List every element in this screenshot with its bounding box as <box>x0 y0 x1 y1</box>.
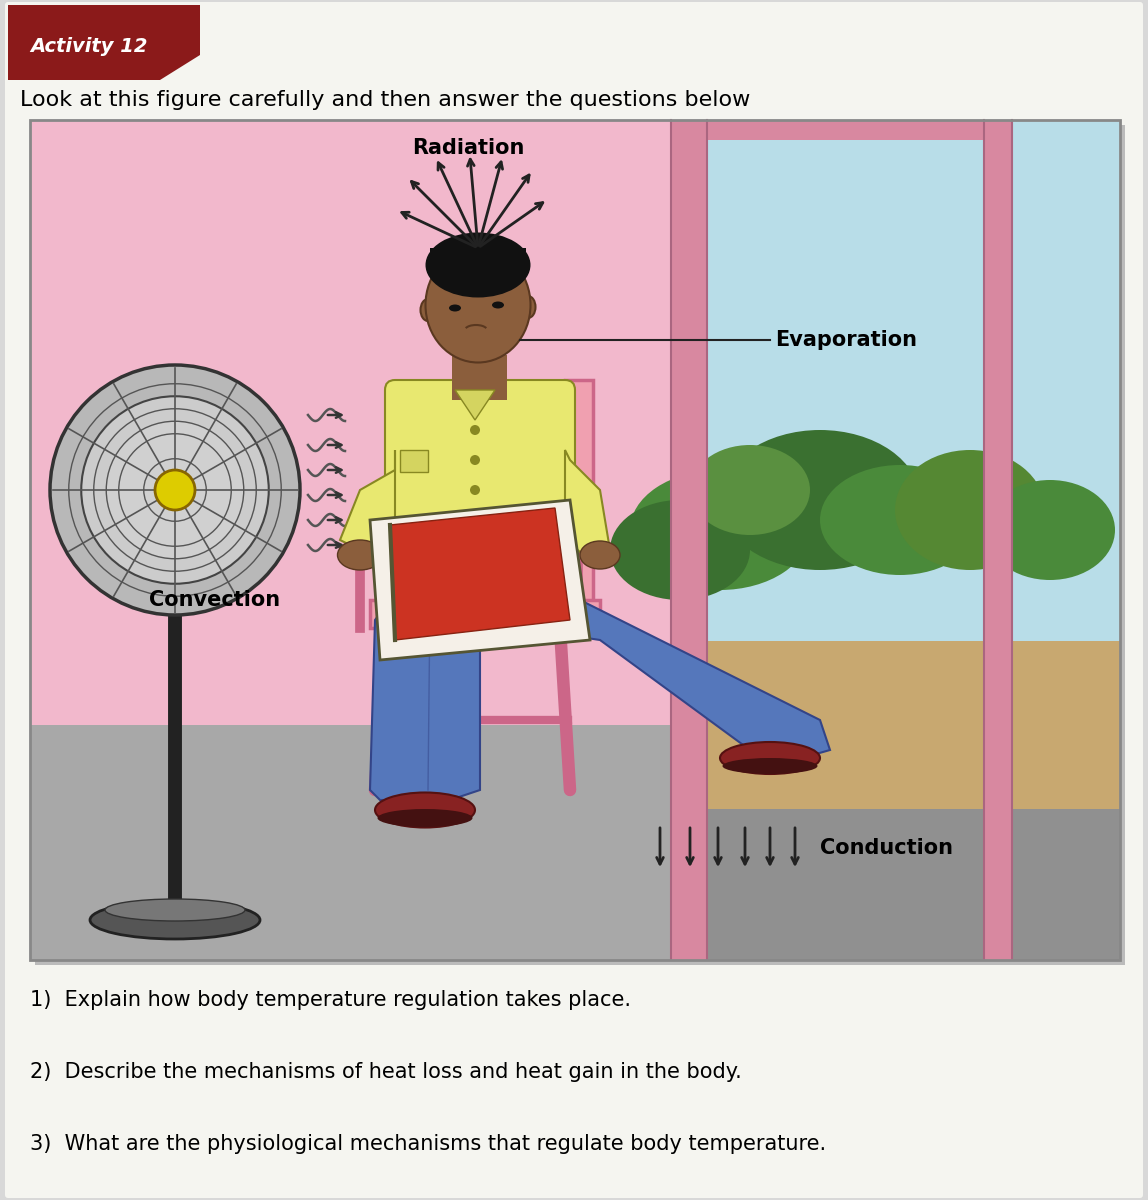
Ellipse shape <box>610 500 750 600</box>
Ellipse shape <box>722 758 817 774</box>
Bar <box>452 355 507 400</box>
Polygon shape <box>370 500 590 660</box>
Bar <box>430 248 526 278</box>
Polygon shape <box>490 600 830 770</box>
Text: 3)  What are the physiological mechanisms that regulate body temperature.: 3) What are the physiological mechanisms… <box>30 1134 827 1154</box>
Text: Conduction: Conduction <box>820 838 953 858</box>
Ellipse shape <box>630 470 810 590</box>
Text: Look at this figure carefully and then answer the questions below: Look at this figure carefully and then a… <box>20 90 751 110</box>
Bar <box>672 120 707 960</box>
Ellipse shape <box>820 464 980 575</box>
FancyBboxPatch shape <box>385 380 575 610</box>
Bar <box>346 530 385 544</box>
Bar <box>30 120 1120 960</box>
Circle shape <box>470 485 480 494</box>
Bar <box>984 120 1011 960</box>
FancyBboxPatch shape <box>34 125 1125 965</box>
Bar <box>672 120 1011 140</box>
Ellipse shape <box>420 299 435 320</box>
Polygon shape <box>8 5 200 80</box>
Polygon shape <box>370 600 480 800</box>
Ellipse shape <box>378 809 473 827</box>
Bar <box>370 600 600 628</box>
Ellipse shape <box>895 450 1045 570</box>
Circle shape <box>470 455 480 464</box>
Bar <box>30 725 690 960</box>
Text: Convection: Convection <box>149 590 280 610</box>
Ellipse shape <box>580 541 620 569</box>
Polygon shape <box>565 450 610 560</box>
Circle shape <box>107 421 243 559</box>
Circle shape <box>82 396 269 583</box>
Text: 1)  Explain how body temperature regulation takes place.: 1) Explain how body temperature regulati… <box>30 990 631 1010</box>
Ellipse shape <box>690 445 810 535</box>
Bar <box>30 120 690 960</box>
Ellipse shape <box>426 233 530 298</box>
Ellipse shape <box>720 742 820 774</box>
FancyBboxPatch shape <box>5 2 1143 1198</box>
Circle shape <box>470 425 480 434</box>
Bar <box>690 641 1120 960</box>
Bar <box>563 530 603 544</box>
Ellipse shape <box>104 899 245 922</box>
Bar <box>690 120 1120 641</box>
Text: Activity 12: Activity 12 <box>30 37 147 56</box>
Ellipse shape <box>426 247 530 362</box>
Text: Evaporation: Evaporation <box>775 330 917 350</box>
Ellipse shape <box>338 540 382 570</box>
Bar <box>690 809 1120 960</box>
Ellipse shape <box>520 296 535 318</box>
Ellipse shape <box>449 305 461 312</box>
Bar <box>565 380 594 614</box>
Circle shape <box>470 515 480 526</box>
Text: 2)  Describe the mechanisms of heat loss and heat gain in the body.: 2) Describe the mechanisms of heat loss … <box>30 1062 742 1082</box>
Polygon shape <box>340 450 395 550</box>
Circle shape <box>51 365 300 614</box>
Ellipse shape <box>985 480 1115 580</box>
Circle shape <box>155 470 195 510</box>
Text: Radiation: Radiation <box>412 138 525 158</box>
Ellipse shape <box>375 792 475 828</box>
Ellipse shape <box>492 301 504 308</box>
Ellipse shape <box>90 901 259 938</box>
Ellipse shape <box>720 430 920 570</box>
Polygon shape <box>390 508 571 640</box>
Bar <box>400 450 428 472</box>
Polygon shape <box>455 390 495 420</box>
